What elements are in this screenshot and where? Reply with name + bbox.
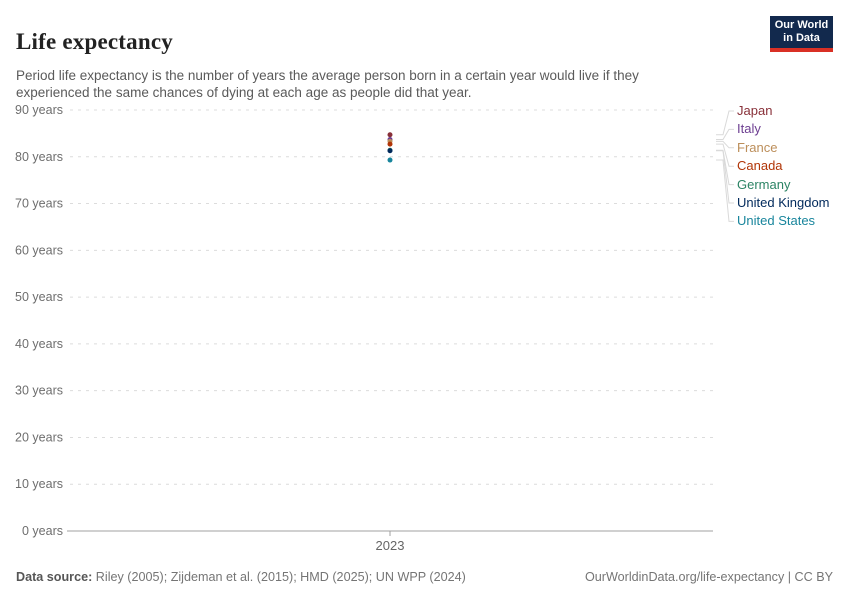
y-axis-tick-label: 80 years xyxy=(15,150,63,164)
owid-license-link[interactable]: OurWorldinData.org/life-expectancy | CC … xyxy=(584,570,833,584)
legend-label-canada[interactable]: Canada xyxy=(737,158,783,174)
data-point-canada[interactable] xyxy=(387,141,393,147)
chart-subtitle: Period life expectancy is the number of … xyxy=(16,67,639,101)
legend-connector-united-kingdom xyxy=(716,150,734,204)
x-axis-tick-label: 2023 xyxy=(376,538,405,553)
legend-connector-france xyxy=(716,140,734,149)
y-axis-tick-label: 70 years xyxy=(15,197,63,211)
legend-connector-italy xyxy=(716,128,734,140)
y-axis-tick-label: 90 years xyxy=(15,103,63,117)
y-axis-tick-label: 40 years xyxy=(15,337,63,351)
data-source-text: Riley (2005); Zijdeman et al. (2015); HM… xyxy=(92,570,466,584)
data-source-note: Data source: Riley (2005); Zijdeman et a… xyxy=(16,570,466,584)
legend-label-italy[interactable]: Italy xyxy=(737,121,761,137)
y-axis-tick-label: 20 years xyxy=(15,430,63,444)
data-point-united-kingdom[interactable] xyxy=(387,148,393,154)
legend-label-france[interactable]: France xyxy=(737,139,778,155)
legend-connector-canada xyxy=(716,143,734,167)
owid-logo-line2: in Data xyxy=(783,32,820,44)
legend-label-germany[interactable]: Germany xyxy=(737,176,791,192)
owid-logo-line1: Our World xyxy=(774,19,829,31)
y-axis-tick-label: 0 years xyxy=(22,524,63,538)
data-source-label: Data source: xyxy=(16,570,93,584)
legend-label-united-states[interactable]: United States xyxy=(737,213,816,229)
data-point-united-states[interactable] xyxy=(387,157,393,163)
data-point-japan[interactable] xyxy=(387,132,393,138)
legend-label-japan[interactable]: Japan xyxy=(737,103,773,118)
legend-connector-united-states xyxy=(716,159,734,222)
owid-logo[interactable]: Our World in Data xyxy=(770,16,833,52)
legend-label-united-kingdom[interactable]: United Kingdom xyxy=(737,195,830,210)
y-axis-tick-label: 30 years xyxy=(15,384,63,398)
y-axis-tick-label: 60 years xyxy=(15,243,63,257)
page-title: Life expectancy xyxy=(16,29,173,55)
y-axis-tick-label: 50 years xyxy=(15,290,63,304)
legend-connector-japan xyxy=(716,110,734,136)
y-axis-tick-label: 10 years xyxy=(15,477,63,491)
